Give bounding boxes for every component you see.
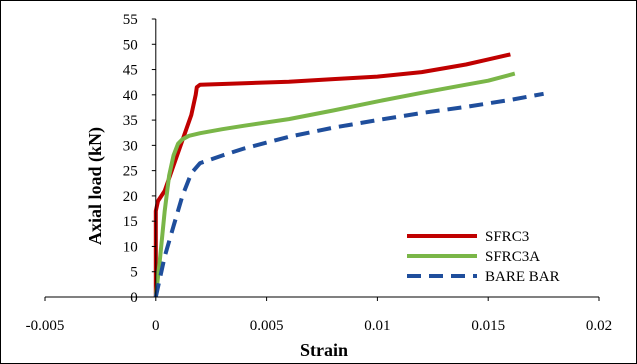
y-axis-title: Axial load (kN) <box>85 127 106 245</box>
x-tick-label: -0.005 <box>26 318 65 334</box>
y-tick-label: 40 <box>123 88 138 104</box>
y-tick-label: 5 <box>130 265 138 281</box>
x-axis-title: Strain <box>300 340 348 360</box>
y-tick-label: 20 <box>123 189 138 205</box>
x-tick-label: 0.02 <box>586 318 612 334</box>
y-tick-label: 15 <box>123 214 138 230</box>
x-tick-label: 0.005 <box>250 318 284 334</box>
x-tick-label: 0 <box>152 318 160 334</box>
x-tick-label: 0.01 <box>364 318 390 334</box>
y-tick-label: 45 <box>123 63 138 79</box>
tick-labels: 0 5 10 15 20 25 30 35 40 45 50 55 -0.005 0 0.005 0.01 0.… <box>26 12 613 334</box>
legend-label: SFRC3A <box>485 249 540 265</box>
series-line-bare-bar <box>153 91 544 298</box>
legend-label: BARE BAR <box>485 269 560 285</box>
axes <box>44 18 600 301</box>
series-lines <box>153 52 544 298</box>
y-tick-label: 0 <box>130 290 138 306</box>
y-tick-label: 25 <box>123 164 138 180</box>
y-tick-label: 30 <box>123 138 138 154</box>
legend-label: SFRC3 <box>485 229 529 245</box>
series-line-sfrc3 <box>153 52 511 297</box>
y-tick-label: 35 <box>123 113 138 129</box>
x-tick-label: 0.015 <box>471 318 505 334</box>
y-tick-label: 55 <box>123 12 138 28</box>
y-tick-label: 50 <box>123 37 138 53</box>
legend: SFRC3 SFRC3A BARE BAR <box>407 229 560 285</box>
y-tick-label: 10 <box>123 239 138 255</box>
series-line-sfrc3a <box>153 71 516 298</box>
